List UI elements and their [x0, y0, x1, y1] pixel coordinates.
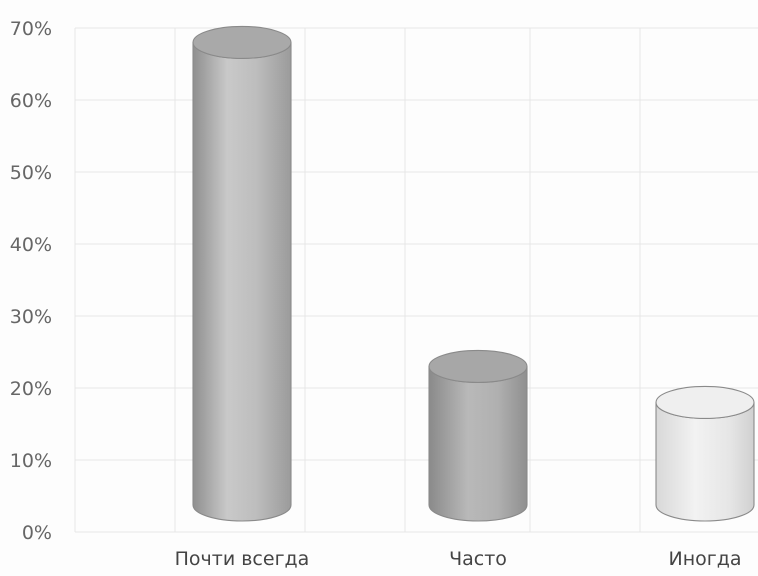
y-tick-label: 30% — [10, 306, 52, 328]
x-tick-label: Почти всегда — [175, 548, 310, 570]
bar-top-cap — [655, 385, 755, 419]
bar-body — [192, 42, 292, 522]
bars — [192, 25, 755, 522]
bar-top-cap — [428, 349, 528, 383]
bar — [428, 349, 528, 522]
x-tick-label: Иногда — [668, 548, 741, 570]
bar — [192, 25, 292, 522]
bar — [655, 385, 755, 522]
x-tick-label: Часто — [449, 548, 507, 570]
y-tick-label: 20% — [10, 378, 52, 400]
y-tick-label: 0% — [22, 522, 52, 544]
y-axis: 0% 10% 20% 30% 40% 50% 60% 70% — [10, 18, 52, 544]
grid-lines — [74, 27, 758, 533]
x-axis: Почти всегда Часто Иногда — [175, 548, 742, 570]
y-tick-label: 50% — [10, 162, 52, 184]
y-tick-label: 10% — [10, 450, 52, 472]
y-tick-label: 60% — [10, 90, 52, 112]
bar-body — [428, 366, 528, 522]
y-tick-label: 40% — [10, 234, 52, 256]
bar-body — [655, 402, 755, 522]
bar-top-cap — [192, 25, 292, 59]
y-tick-label: 70% — [10, 18, 52, 40]
